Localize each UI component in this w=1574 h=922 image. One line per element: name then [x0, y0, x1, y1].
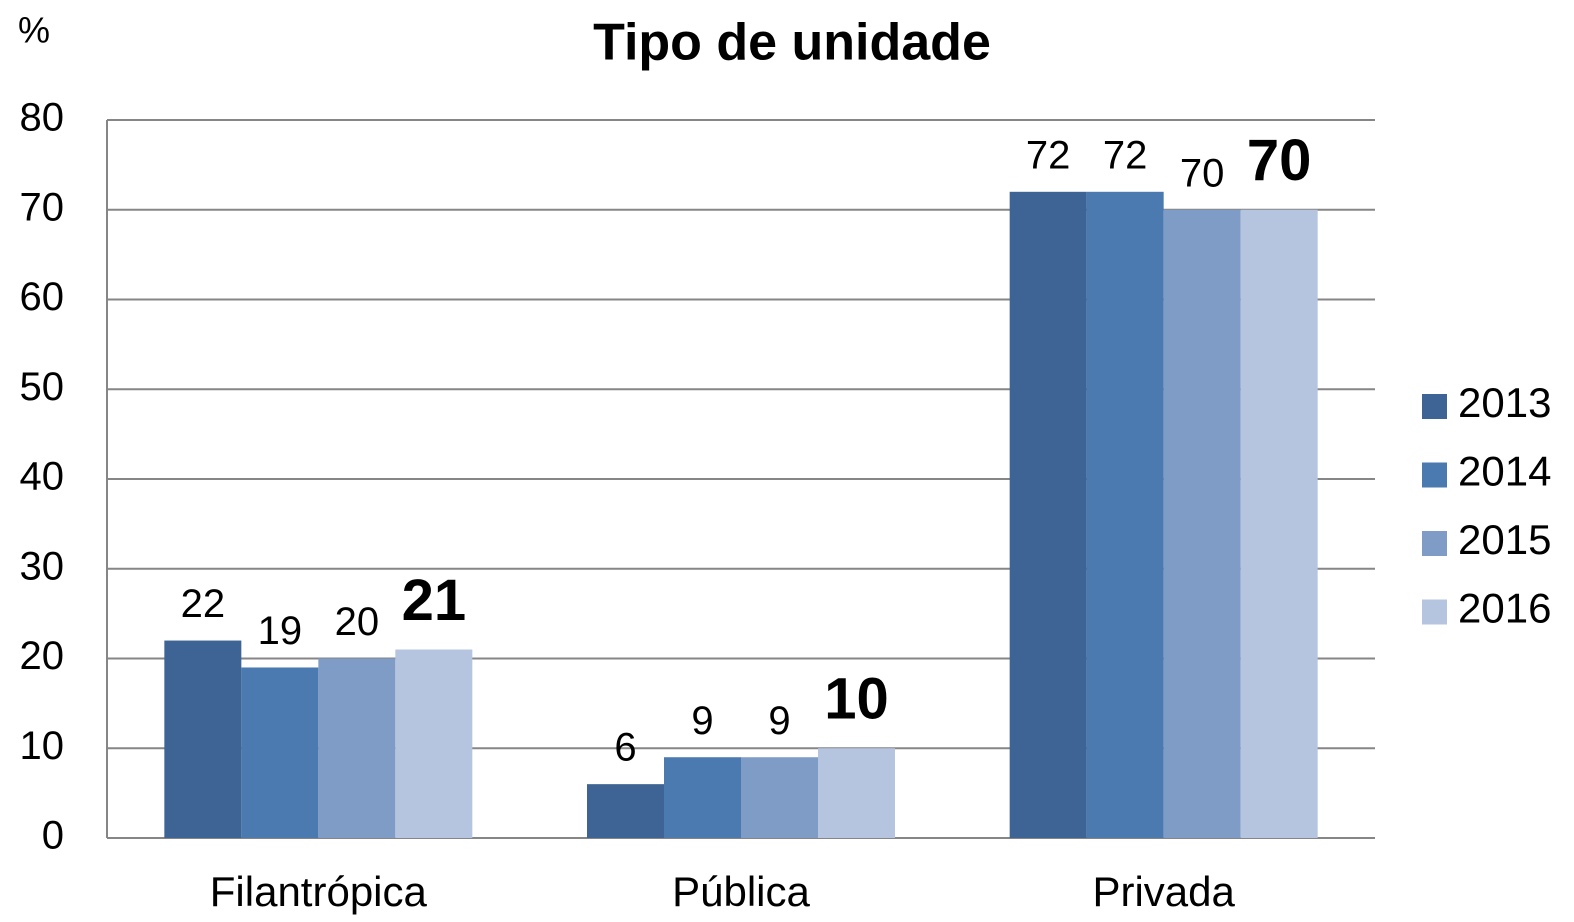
- y-tick-label: 20: [20, 634, 65, 678]
- x-tick-label: Privada: [1092, 868, 1235, 915]
- data-label: 21: [402, 568, 467, 633]
- bar: [318, 658, 396, 838]
- data-label: 72: [1103, 133, 1148, 177]
- x-tick-label: Filantrópica: [210, 868, 428, 915]
- y-tick-label: 70: [20, 185, 65, 229]
- bar: [164, 640, 242, 838]
- bar: [741, 757, 818, 838]
- x-tick-label: Pública: [672, 868, 810, 915]
- y-tick-label: 40: [20, 455, 65, 499]
- data-label: 22: [181, 582, 226, 626]
- bar: [1163, 209, 1241, 838]
- legend-swatch: [1422, 394, 1447, 419]
- data-label: 19: [258, 609, 303, 653]
- y-tick-label: 80: [20, 96, 65, 140]
- legend-label: 2016: [1458, 585, 1551, 632]
- legend-label: 2015: [1458, 516, 1551, 563]
- chart-title: Tipo de unidade: [593, 14, 991, 72]
- bar: [395, 649, 473, 838]
- legend-label: 2014: [1458, 448, 1551, 495]
- bar: [664, 757, 741, 838]
- y-tick-label: 0: [42, 814, 64, 858]
- data-label: 70: [1180, 151, 1225, 195]
- data-label: 9: [691, 699, 713, 743]
- bar: [1009, 191, 1087, 839]
- data-label: 70: [1247, 128, 1312, 193]
- bar: [241, 667, 319, 838]
- legend-swatch: [1422, 531, 1447, 556]
- y-axis-label: %: [18, 10, 50, 51]
- y-tick-label: 30: [20, 544, 65, 588]
- data-label: 72: [1026, 133, 1071, 177]
- data-label: 10: [824, 667, 889, 732]
- data-label: 6: [614, 726, 636, 770]
- bar: [818, 748, 895, 838]
- bar: [1240, 209, 1318, 838]
- legend-swatch: [1422, 599, 1447, 625]
- y-tick-label: 50: [20, 365, 65, 409]
- data-label: 9: [768, 699, 790, 743]
- y-tick-label: 60: [20, 275, 65, 319]
- data-label: 20: [335, 600, 380, 644]
- y-tick-label: 10: [20, 724, 65, 768]
- bar: [587, 784, 664, 838]
- bar: [1086, 191, 1164, 839]
- legend-swatch: [1422, 462, 1447, 488]
- legend-label: 2013: [1458, 379, 1551, 426]
